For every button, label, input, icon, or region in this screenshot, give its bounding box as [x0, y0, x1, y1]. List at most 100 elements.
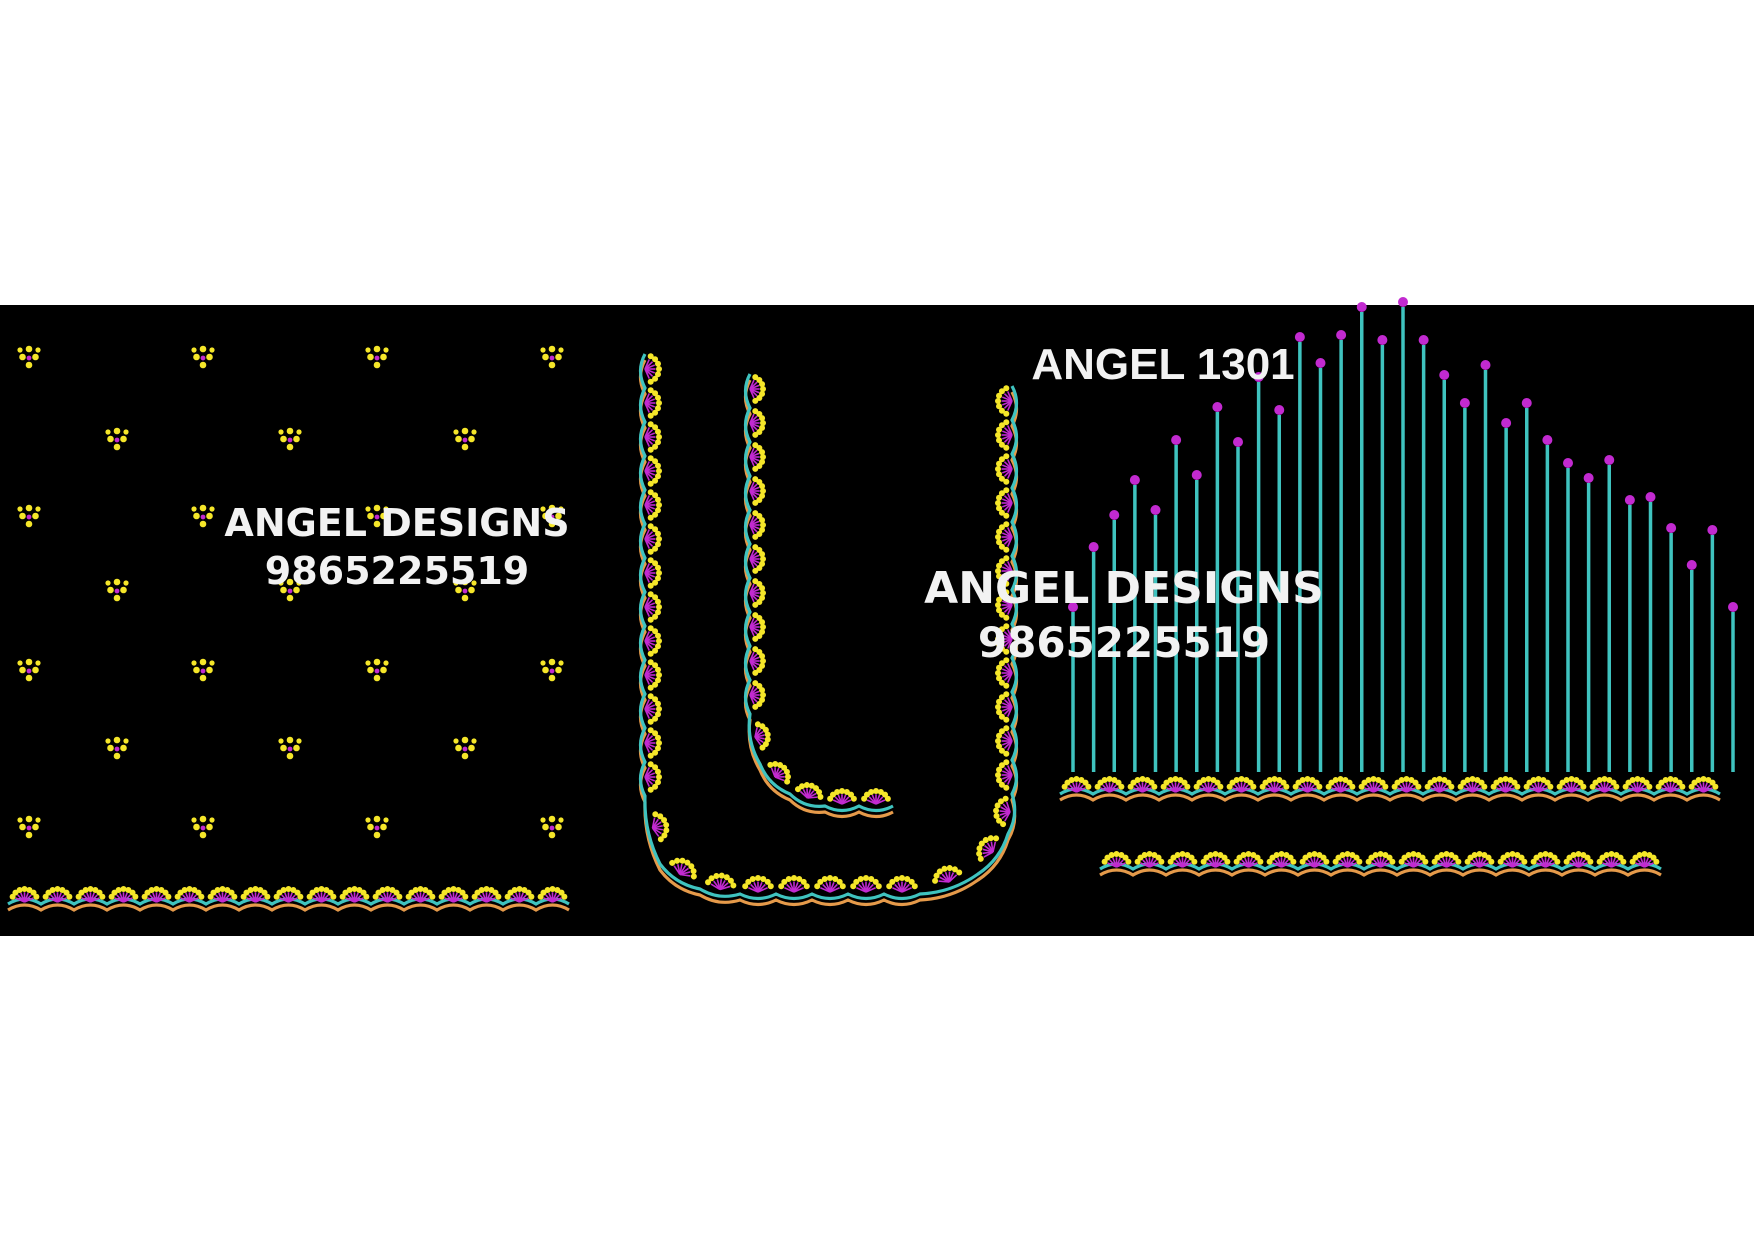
fan-motif: [993, 795, 1011, 828]
stem-bead: [1604, 455, 1615, 465]
stem-bead: [1068, 602, 1078, 612]
stem-bead: [1191, 470, 1202, 480]
stem-bead: [1459, 398, 1470, 408]
left-panel-border: [7, 886, 570, 912]
stem-bead: [1563, 458, 1573, 468]
fan-motif: [749, 680, 766, 710]
stem-bead: [1645, 492, 1656, 502]
fan-motif: [1629, 851, 1660, 868]
fan-motif: [1299, 851, 1330, 868]
stem-bead: [1501, 418, 1512, 428]
fan-motif: [1226, 776, 1257, 793]
fan-motif: [1464, 851, 1495, 868]
fan-motif: [1596, 851, 1627, 868]
stem-bead: [1356, 302, 1367, 312]
fan-motif: [778, 875, 810, 893]
fan-motif: [644, 591, 662, 623]
stem-bead: [1686, 560, 1697, 570]
fan-motif: [644, 693, 662, 725]
design-code-label: ANGEL 1301: [1031, 340, 1294, 389]
stem-bead: [1728, 602, 1738, 612]
fan-motif: [794, 782, 824, 800]
sleeve-border: [1059, 776, 1721, 802]
fan-motif: [1398, 851, 1429, 868]
fan-motif: [814, 875, 846, 893]
fan-motif: [1101, 851, 1132, 868]
fan-motif: [207, 886, 238, 903]
stem-bead: [1129, 475, 1140, 485]
stem-bead: [1233, 437, 1243, 447]
stem-bead: [1480, 360, 1491, 370]
fan-motif: [749, 476, 766, 506]
stem-bead: [1294, 332, 1305, 342]
fan-motif: [644, 761, 662, 793]
fan-motif: [850, 875, 882, 893]
fan-motif: [240, 886, 271, 903]
fan-motif: [749, 578, 766, 608]
neck-inner-border: [743, 373, 894, 819]
fan-motif: [995, 555, 1013, 587]
fan-motif: [827, 788, 857, 805]
fan-motif: [174, 886, 205, 903]
fan-motif: [438, 886, 469, 903]
watermark-phone-left: 9865225519: [265, 549, 529, 593]
fan-motif: [1365, 851, 1396, 868]
fan-motif: [1688, 776, 1719, 793]
fan-motif: [504, 886, 535, 903]
fan-motif: [1127, 776, 1158, 793]
stem-bead: [1377, 335, 1388, 345]
fan-motif: [749, 408, 766, 438]
fan-motif: [995, 691, 1013, 723]
stem-bead: [1583, 473, 1594, 483]
fan-motif: [306, 886, 337, 903]
stem-bead: [1315, 358, 1326, 368]
stem-bead: [1150, 505, 1161, 515]
neck-outer-border: [638, 353, 1019, 907]
fan-motif: [644, 387, 662, 419]
fan-motif: [644, 455, 662, 487]
fan-motif: [1622, 776, 1653, 793]
fan-motif: [995, 657, 1013, 689]
fan-motif: [749, 612, 766, 642]
fan-motif: [995, 589, 1013, 621]
fan-motif: [9, 886, 40, 903]
fan-motif: [1292, 776, 1323, 793]
fan-motif: [537, 886, 568, 903]
stem-bead: [1212, 402, 1223, 412]
fan-motif: [339, 886, 370, 903]
fan-motif: [644, 421, 662, 453]
fan-motif: [1655, 776, 1686, 793]
fabric-background: [0, 305, 1754, 936]
stem-bead: [1253, 372, 1264, 382]
stem-bead: [1439, 370, 1450, 380]
fan-motif: [42, 886, 73, 903]
stem-bead: [1274, 405, 1285, 415]
fan-motif: [1497, 851, 1528, 868]
fan-motif: [669, 857, 697, 880]
fan-motif: [75, 886, 106, 903]
fan-motif: [471, 886, 502, 903]
fan-motif: [1358, 776, 1389, 793]
fan-motif: [1266, 851, 1297, 868]
watermark-phone-center: 9865225519: [978, 618, 1270, 667]
fan-motif: [108, 886, 139, 903]
fan-motif: [1332, 851, 1363, 868]
fan-motif: [1424, 776, 1455, 793]
stem-bead: [1336, 330, 1347, 340]
fan-motif: [754, 721, 771, 751]
fan-motif: [405, 886, 436, 903]
fan-motif: [932, 865, 963, 884]
fan-motif: [1563, 851, 1594, 868]
fan-motif: [1259, 776, 1290, 793]
fan-motif: [1094, 776, 1125, 793]
fan-motif: [644, 727, 662, 759]
stem-bead: [1109, 510, 1120, 520]
stem-bead: [1707, 525, 1718, 535]
fan-motif: [141, 886, 172, 903]
fan-motif: [705, 872, 737, 891]
separate-border-strip: [1099, 851, 1662, 877]
fan-motif: [651, 811, 670, 843]
fan-motif: [1200, 851, 1231, 868]
fan-motif: [995, 453, 1013, 485]
fan-motif: [644, 557, 662, 589]
